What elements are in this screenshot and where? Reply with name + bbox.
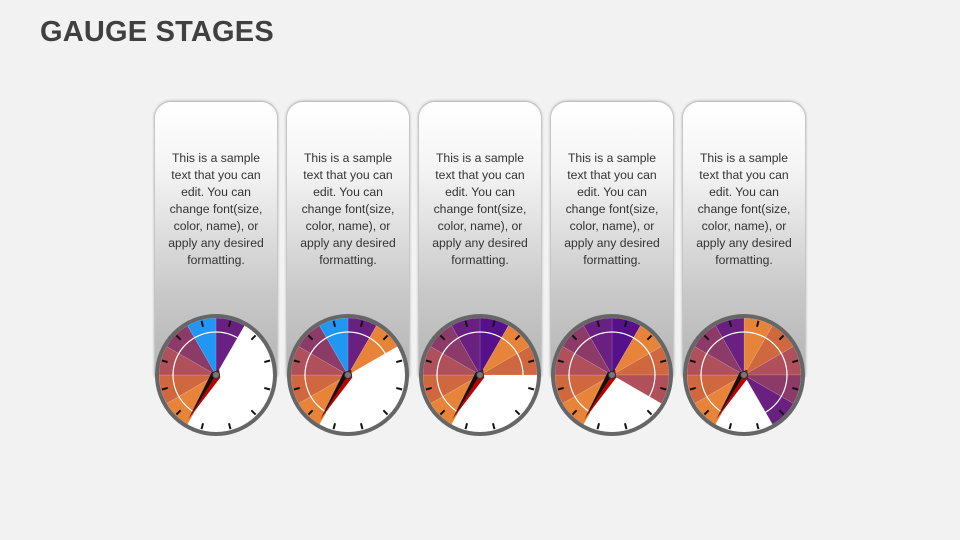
gauge-tick — [728, 423, 733, 430]
gauge-tick — [792, 359, 799, 364]
gauge-tick — [227, 320, 232, 327]
needle-hub — [476, 371, 484, 379]
gauge-tick — [332, 423, 337, 430]
gauge-tick — [396, 359, 403, 364]
gauge-rim — [683, 314, 805, 436]
gauge-tick — [439, 409, 446, 416]
gauge-tick — [425, 359, 432, 364]
needle-red-half — [584, 369, 617, 420]
gauge-4 — [551, 314, 673, 436]
gauge-tick — [161, 359, 168, 364]
gauge-tick — [464, 423, 469, 430]
needle-red-half — [320, 369, 353, 420]
gauge-inner-ring — [172, 331, 260, 419]
gauge-inner-ring — [568, 331, 656, 419]
gauge-1 — [155, 314, 277, 436]
gauge-tick — [491, 423, 496, 430]
gauge-tick — [491, 320, 496, 327]
page-title: GAUGE STAGES — [40, 16, 274, 48]
gauge-tick — [646, 334, 653, 341]
gauge-tick — [396, 386, 403, 391]
needle-red-half — [452, 369, 485, 420]
needle-hub — [740, 371, 748, 379]
gauge-tick — [293, 359, 300, 364]
needle-black-half — [716, 369, 748, 420]
gauge-inner-ring — [700, 331, 788, 419]
gauge-tick — [332, 320, 337, 327]
gauge-tick — [660, 359, 667, 364]
gauge-tick — [439, 334, 446, 341]
needle-black-half — [320, 369, 352, 420]
gauge-tick — [703, 409, 710, 416]
gauge-tick — [175, 334, 182, 341]
gauge-tick — [307, 409, 314, 416]
needle-hub — [608, 371, 616, 379]
stage-text[interactable]: This is a sample text that you can edit.… — [696, 151, 792, 267]
gauge-tick — [250, 334, 257, 341]
gauge-tick — [514, 409, 521, 416]
gauge-tick — [200, 320, 205, 327]
gauge-tick — [359, 320, 364, 327]
gauge-tick — [703, 334, 710, 341]
gauge-rim — [419, 314, 541, 436]
gauge-tick — [596, 320, 601, 327]
gauge-tick — [596, 423, 601, 430]
gauge-tick — [623, 423, 628, 430]
gauge-tick — [623, 320, 628, 327]
gauge-tick — [264, 386, 271, 391]
gauge-tick — [382, 334, 389, 341]
gauge-tick — [557, 359, 564, 364]
gauge-tick — [778, 334, 785, 341]
gauge-tick — [382, 409, 389, 416]
needle-hub — [212, 371, 220, 379]
gauge-rim — [155, 314, 277, 436]
gauge-tick — [161, 386, 168, 391]
gauge-tick — [425, 386, 432, 391]
gauge-tick — [293, 386, 300, 391]
gauge-tick — [571, 334, 578, 341]
gauge-tick — [778, 409, 785, 416]
gauge-tick — [528, 386, 535, 391]
gauge-tick — [689, 359, 696, 364]
stage-text[interactable]: This is a sample text that you can edit.… — [168, 151, 264, 267]
needle-red-half — [188, 369, 221, 420]
stage-text[interactable]: This is a sample text that you can edit.… — [300, 151, 396, 267]
gauge-5 — [683, 314, 805, 436]
gauge-tick — [646, 409, 653, 416]
gauge-tick — [728, 320, 733, 327]
gauge-2 — [287, 314, 409, 436]
stage-text[interactable]: This is a sample text that you can edit.… — [564, 151, 660, 267]
gauge-rim — [551, 314, 673, 436]
gauge-tick — [571, 409, 578, 416]
gauge-tick — [528, 359, 535, 364]
gauge-tick — [514, 334, 521, 341]
gauge-tick — [755, 423, 760, 430]
gauge-tick — [264, 359, 271, 364]
gauge-3 — [419, 314, 541, 436]
gauge-inner-ring — [304, 331, 392, 419]
gauge-tick — [464, 320, 469, 327]
gauge-tick — [792, 386, 799, 391]
gauge-tick — [307, 334, 314, 341]
needle-black-half — [452, 369, 484, 420]
gauge-tick — [175, 409, 182, 416]
gauge-tick — [557, 386, 564, 391]
gauge-tick — [755, 320, 760, 327]
needle-black-half — [584, 369, 616, 420]
gauge-rim — [287, 314, 409, 436]
gauge-tick — [250, 409, 257, 416]
gauge-tick — [227, 423, 232, 430]
stage-text[interactable]: This is a sample text that you can edit.… — [432, 151, 528, 267]
gauge-tick — [689, 386, 696, 391]
needle-hub — [344, 371, 352, 379]
gauge-inner-ring — [436, 331, 524, 419]
gauge-tick — [359, 423, 364, 430]
gauge-tick — [200, 423, 205, 430]
gauge-tick — [660, 386, 667, 391]
needle-red-half — [716, 369, 749, 420]
